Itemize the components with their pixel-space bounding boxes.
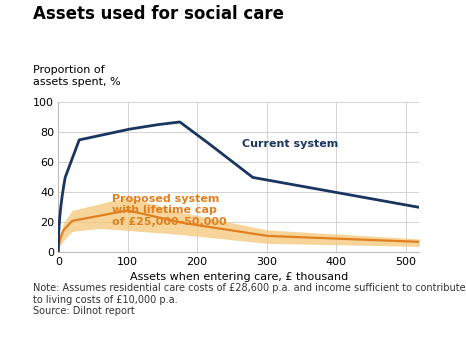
Text: Note: Assumes residential care costs of £28,600 p.a. and income sufficient to co: Note: Assumes residential care costs of … (33, 283, 465, 316)
Text: Proportion of
assets spent, %: Proportion of assets spent, % (33, 65, 120, 87)
Text: Proposed system
with lifetime cap
of £25,000–50,000: Proposed system with lifetime cap of £25… (112, 194, 226, 227)
Text: Assets used for social care: Assets used for social care (33, 5, 284, 23)
Text: Current system: Current system (242, 139, 338, 149)
X-axis label: Assets when entering care, £ thousand: Assets when entering care, £ thousand (130, 272, 348, 282)
